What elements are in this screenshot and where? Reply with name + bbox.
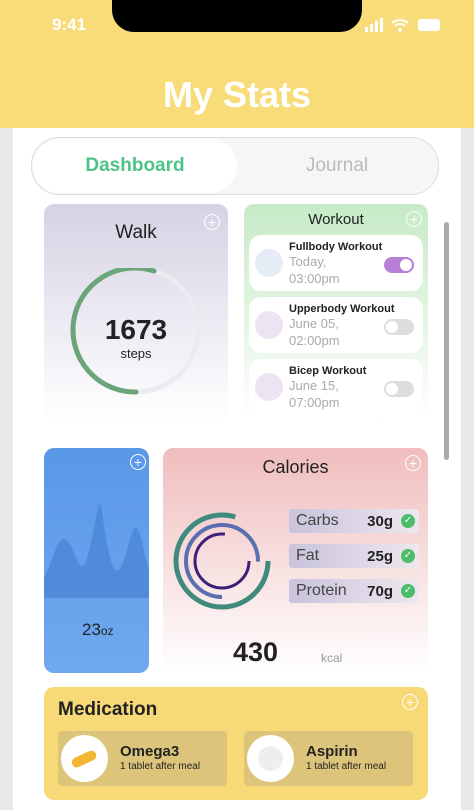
check-icon: ✓ <box>401 514 415 528</box>
calories-total: 430 <box>233 637 279 667</box>
workout-name: Bicep Workout <box>289 365 367 377</box>
page-title: My Stats <box>162 74 312 115</box>
add-button[interactable]: + <box>130 454 146 470</box>
workout-item[interactable]: Bicep Workout June 15, 07:00pm <box>249 359 423 415</box>
medication-title: Medication <box>58 699 158 720</box>
workout-title: Workout <box>308 211 364 228</box>
macro-value: 25g <box>367 548 393 565</box>
workout-item[interactable]: Upperbody Workout June 05, 02:00pm <box>249 297 423 353</box>
scrollbar <box>444 222 449 460</box>
water-value: 23oz <box>82 620 114 640</box>
workout-time: June 15, 07:00pm <box>289 378 340 410</box>
water-unit: oz <box>100 624 114 638</box>
macro-value: 30g <box>367 513 393 530</box>
macro-row: Protein 70g ✓ <box>289 579 419 603</box>
tab[interactable]: Journal <box>305 155 369 176</box>
tab[interactable]: Dashboard <box>33 139 237 193</box>
macro-row: Carbs 30g ✓ <box>289 509 419 533</box>
macro-label: Carbs <box>296 512 339 529</box>
walk-card[interactable]: Walk + 1673 steps <box>44 204 228 422</box>
workout-time: June 05, 02:00pm <box>289 316 340 348</box>
check-icon: ✓ <box>401 549 415 563</box>
workout-item[interactable]: Fullbody Workout Today, 03:00pm <box>249 235 423 291</box>
walk-title: Walk <box>115 222 157 243</box>
medication-note: 1 tablet after meal <box>120 761 201 772</box>
calories-card[interactable]: Calories + Carbs 30g ✓ Fat 25g ✓ Protein 70g ✓… <box>163 448 428 673</box>
pill-icon <box>247 735 294 782</box>
add-button[interactable]: + <box>402 694 418 710</box>
calories-rings <box>173 512 271 610</box>
macro-row: Fat 25g ✓ <box>289 544 419 568</box>
macro-label: Fat <box>296 547 320 564</box>
medication-item[interactable]: Aspirin 1 tablet after meal <box>244 731 413 786</box>
workout-card: Workout + Fullbody Workout Today, 03:00pm… <box>244 204 428 422</box>
water-amount: 23 <box>82 620 101 639</box>
toggle[interactable] <box>384 381 414 397</box>
calories-unit: kcal <box>321 651 343 665</box>
walk-value: 1673 <box>104 314 168 345</box>
medication-name: Omega3 <box>120 743 180 760</box>
pill-icon <box>61 735 108 782</box>
medication-note: 1 tablet after meal <box>306 761 387 772</box>
water-card[interactable]: + 23oz <box>44 448 149 673</box>
notch <box>112 0 362 32</box>
medication-item[interactable]: Omega3 1 tablet after meal <box>58 731 227 786</box>
avatar <box>255 373 283 401</box>
status-icons <box>365 18 440 32</box>
add-button[interactable]: + <box>406 211 422 227</box>
walk-ring <box>70 268 201 395</box>
medication-card: Medication + Omega3 1 tablet after meal A… <box>44 687 428 800</box>
workout-name: Upperbody Workout <box>289 303 395 315</box>
add-button[interactable]: + <box>204 214 220 230</box>
workout-name: Fullbody Workout <box>289 241 383 253</box>
add-button[interactable]: + <box>405 455 421 471</box>
macro-value: 70g <box>367 583 393 600</box>
check-icon: ✓ <box>401 584 415 598</box>
status-time: 9:41 <box>52 15 87 34</box>
avatar <box>255 249 283 277</box>
calories-title: Calories <box>262 457 329 477</box>
medication-name: Aspirin <box>306 743 358 760</box>
toggle[interactable] <box>384 319 414 335</box>
water-wave <box>44 504 149 598</box>
workout-time: Today, 03:00pm <box>289 254 340 286</box>
macro-label: Protein <box>296 582 347 599</box>
walk-unit: steps <box>120 346 152 361</box>
avatar <box>255 311 283 339</box>
toggle[interactable] <box>384 257 414 273</box>
